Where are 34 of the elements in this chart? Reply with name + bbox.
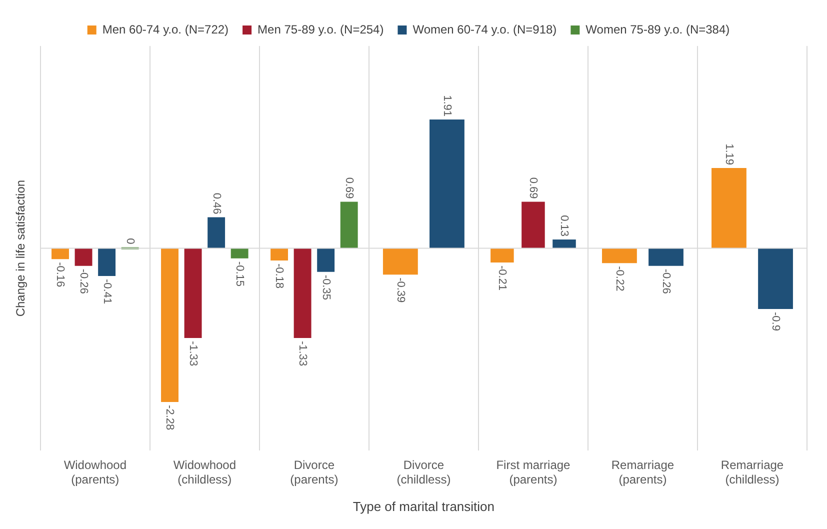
x-tick-label: Divorce (childless): [396, 458, 451, 487]
data-label: 0.46: [210, 192, 222, 214]
x-tick-label: Widowhood (childless): [173, 458, 236, 487]
legend-label: Women 60-74 y.o. (N=918): [412, 22, 557, 36]
x-tick-label: First marriage (parents): [496, 458, 571, 487]
data-label: -0.22: [613, 266, 626, 292]
data-label: -0.18: [273, 263, 286, 289]
data-label: -0.39: [394, 278, 406, 303]
data-label: 0.69: [527, 177, 540, 199]
data-label: -0.16: [54, 262, 66, 288]
x-tick-label: Widowhood (parents): [64, 458, 127, 487]
data-label: -1.33: [187, 340, 200, 366]
x-tick-label: Divorce (parents): [290, 458, 338, 487]
data-label: -0.41: [100, 278, 113, 304]
y-axis-title: Change in life satisfaction: [14, 180, 28, 317]
x-tick-label: Remarriage (childless): [720, 458, 784, 487]
legend-label: Women 75-89 y.o. (N=384): [586, 22, 730, 36]
data-label: -0.9: [769, 312, 782, 331]
data-label: -0.26: [660, 268, 672, 294]
legend-label: Men 60-74 y.o. (N=722): [102, 22, 229, 36]
data-label: -0.26: [77, 268, 90, 294]
data-label: -0.35: [320, 274, 332, 300]
data-label: 0: [124, 238, 136, 244]
data-label: 0.13: [558, 215, 570, 237]
x-tick-label: Remarriage (parents): [611, 458, 674, 487]
data-label: 1.91: [440, 95, 453, 116]
data-label: -1.33: [296, 340, 309, 366]
legend-label: Men 75-89 y.o. (N=254): [258, 22, 384, 36]
data-label: -0.15: [234, 261, 246, 286]
data-label: -2.28: [164, 405, 176, 430]
data-label: 0.69: [343, 177, 356, 199]
data-label: 1.19: [722, 144, 735, 166]
x-axis-title: Type of marital transition: [352, 498, 495, 514]
data-label: -0.21: [496, 265, 508, 291]
